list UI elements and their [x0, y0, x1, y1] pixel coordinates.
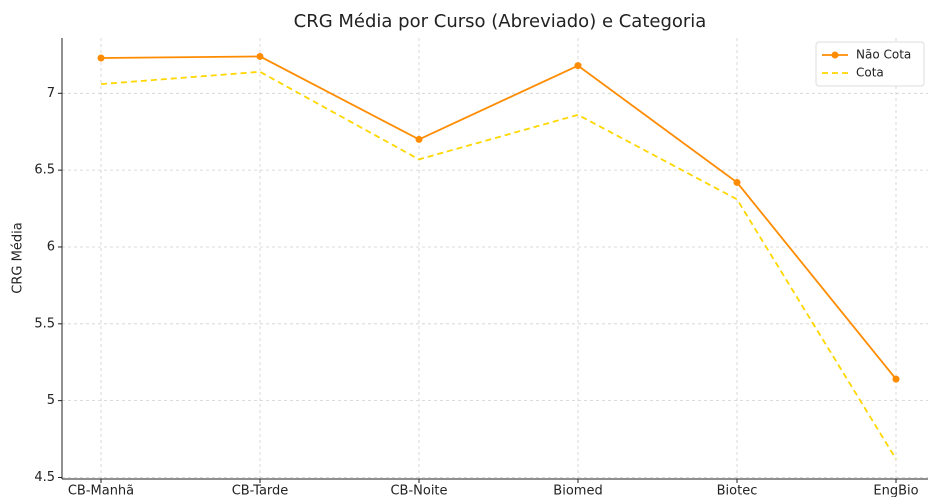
data-point [415, 135, 423, 143]
y-tick-label: 5 [47, 393, 55, 408]
x-tick-label: Biotec [717, 484, 758, 497]
legend-label: Cota [856, 66, 884, 80]
data-point [97, 54, 105, 62]
series-line [100, 55, 897, 380]
chart-title: CRG Média por Curso (Abreviado) e Catego… [294, 11, 707, 32]
y-axis-label: CRG Média [11, 222, 26, 293]
legend-marker [831, 51, 839, 59]
data-point [733, 178, 741, 186]
x-tick-label: CB-Tarde [232, 484, 289, 497]
y-tick-label: 6 [47, 239, 55, 254]
data-point [574, 62, 582, 70]
x-tick-label: CB-Noite [390, 484, 447, 497]
data-point [892, 375, 900, 383]
legend: Não Cota Cota [815, 41, 925, 87]
x-tick-label: EngBio [873, 484, 918, 497]
legend-label: Não Cota [856, 48, 911, 62]
x-tick-label: CB-Manhã [68, 484, 134, 497]
legend-box [815, 41, 925, 87]
y-tick-label: 5.5 [34, 316, 55, 331]
series-line [100, 70, 897, 460]
x-tick-label: Biomed [553, 484, 602, 497]
y-tick-label: 7 [47, 86, 55, 101]
y-tick-label: 4.5 [34, 470, 55, 485]
y-tick-label: 6.5 [34, 163, 55, 178]
data-point [256, 52, 264, 60]
